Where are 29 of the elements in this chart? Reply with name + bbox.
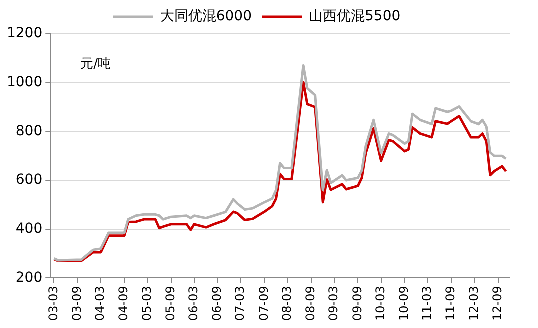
annotation: 元/吨: [80, 56, 112, 72]
x-tick-label: 10-09: [396, 286, 411, 322]
x-tick-label: 08-03: [280, 286, 294, 322]
x-tick-label: 07-03: [233, 286, 248, 322]
x-tick-label: 08-09: [304, 286, 318, 322]
y-tick-label: 1200: [6, 26, 43, 42]
x-tick-label: 04-09: [116, 286, 131, 322]
x-tick-label: 10-03: [373, 286, 388, 322]
x-tick-label: 11-09: [444, 286, 458, 322]
x-tick-label: 06-09: [210, 286, 224, 322]
y-tick-label: 800: [16, 123, 43, 140]
x-tick-label: 04-03: [93, 286, 108, 322]
x-tick-label: 05-09: [163, 286, 178, 322]
x-tick-label: 09-03: [326, 286, 341, 322]
x-tick-label: 07-09: [256, 286, 271, 322]
y-tick-label: 600: [16, 172, 43, 188]
x-tick-label: 12-03: [466, 286, 481, 322]
y-tick-label: 1000: [6, 74, 43, 90]
y-tick-label: 400: [16, 220, 43, 237]
x-tick-label: 03-09: [70, 286, 84, 322]
x-tick-label: 12-09: [490, 286, 504, 322]
legend-label: 大同优混6000: [160, 8, 252, 25]
x-tick-label: 06-03: [186, 286, 201, 322]
x-tick-label: 11-03: [420, 286, 434, 322]
legend-label: 山西优混5500: [309, 8, 401, 25]
x-tick-label: 09-09: [350, 286, 364, 322]
y-tick-label: 200: [16, 270, 43, 286]
x-tick-label: 03-03: [46, 286, 60, 322]
x-tick-label: 05-03: [140, 286, 154, 322]
